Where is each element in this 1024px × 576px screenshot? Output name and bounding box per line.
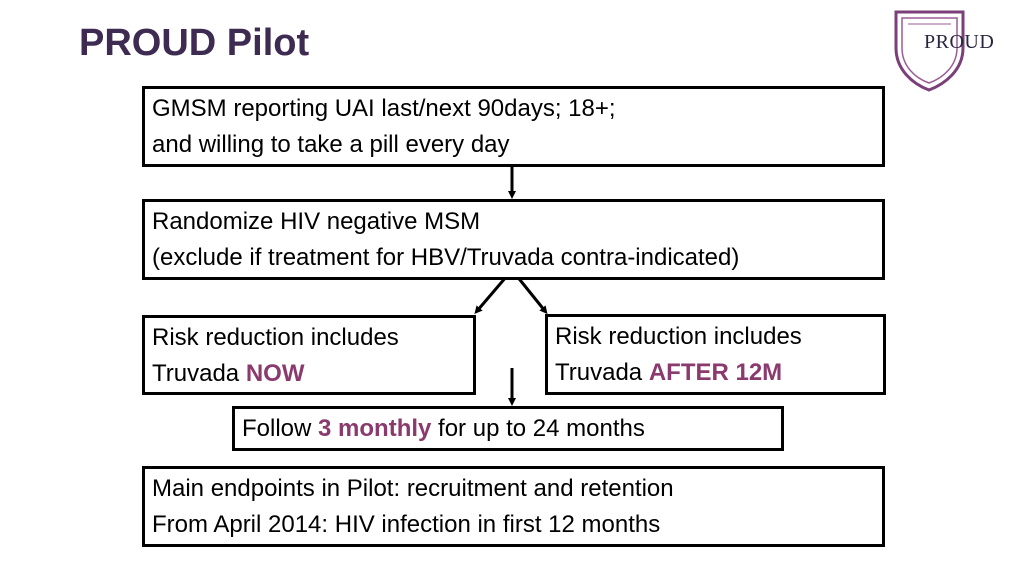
deferred-arm-line-1: Risk reduction includes [555,323,802,350]
deferred-arm-timing: AFTER 12M [648,359,783,386]
immediate-arm-box: Risk reduction includes Truvada NOW [142,315,476,395]
eligibility-box: GMSM reporting UAI last/next 90days; 18+… [142,86,885,167]
immediate-arm-line-1: Risk reduction includes [152,324,399,351]
deferred-arm-drug: Truvada [555,359,649,386]
follow-up-frequency: 3 monthly [318,415,432,442]
deferred-arm-line-2: Truvada AFTER 12M [555,355,883,391]
endpoints-box: Main endpoints in Pilot: recruitment and… [142,466,885,547]
proud-shield-icon [894,10,965,92]
immediate-arm-drug: Truvada [152,360,246,387]
follow-up-box: Follow 3 monthly for up to 24 months [232,406,784,451]
deferred-arm-box: Risk reduction includes Truvada AFTER 12… [545,314,886,395]
logo-text: PROUD [924,31,995,53]
eligibility-line-1: GMSM reporting UAI last/next 90days; 18+… [152,95,616,122]
randomize-line-2: (exclude if treatment for HBV/Truvada co… [152,244,740,271]
page-title: PROUD Pilot [79,22,310,64]
randomize-box: Randomize HIV negative MSM (exclude if t… [142,199,885,280]
follow-up-suffix: for up to 24 months [431,415,645,442]
endpoints-line-1: Main endpoints in Pilot: recruitment and… [152,475,674,502]
randomize-line-1: Randomize HIV negative MSM [152,208,481,235]
endpoints-line-2: From April 2014: HIV infection in first … [152,511,661,538]
follow-up-prefix: Follow [242,415,319,442]
immediate-arm-line-2: Truvada NOW [152,356,473,392]
immediate-arm-timing: NOW [245,360,305,387]
eligibility-line-2: and willing to take a pill every day [152,131,510,158]
